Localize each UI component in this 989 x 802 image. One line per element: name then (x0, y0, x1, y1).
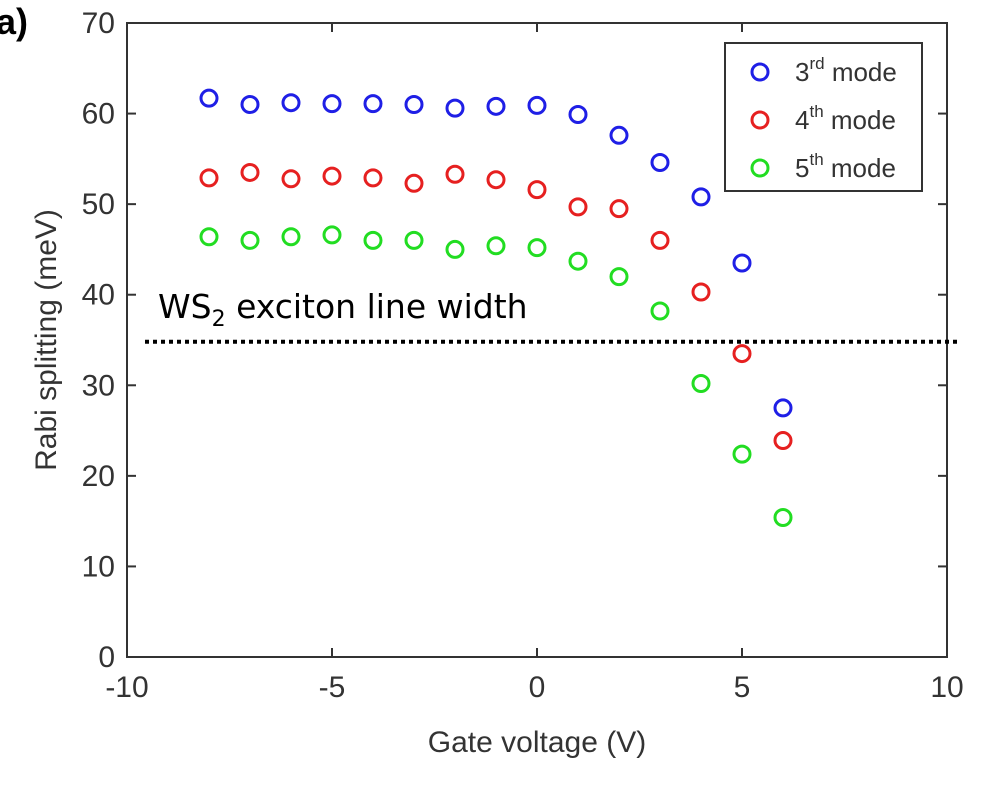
y-tick-label: 40 (82, 279, 115, 312)
data-point (240, 230, 260, 250)
data-point (199, 168, 219, 188)
legend-item: 3rd mode (750, 54, 897, 87)
y-tick-label: 50 (82, 188, 115, 221)
data-point (609, 125, 629, 145)
data-point (732, 344, 752, 364)
data-point (445, 239, 465, 259)
legend-item: 5th mode (750, 150, 896, 183)
data-point (281, 227, 301, 247)
legend-label: 3rd mode (795, 54, 897, 87)
x-tick-label: -10 (105, 671, 148, 704)
data-point (568, 104, 588, 124)
data-point (527, 95, 547, 115)
data-point (486, 236, 506, 256)
legend-label: 5th mode (795, 150, 896, 183)
legend-label-base: 5 (795, 153, 809, 183)
exciton-linewidth-label: WS2 exciton line width (158, 287, 528, 332)
x-tick-label: 5 (734, 671, 751, 704)
data-point (240, 162, 260, 182)
data-point (363, 230, 383, 250)
data-point (404, 173, 424, 193)
data-point (322, 225, 342, 245)
legend-label-rest: mode (824, 153, 896, 183)
panel-label: a) (0, 1, 28, 42)
series-5-points (199, 225, 793, 528)
data-points (199, 88, 793, 528)
data-point (363, 168, 383, 188)
data-point (404, 230, 424, 250)
data-point (322, 94, 342, 114)
y-tick-label: 0 (98, 641, 115, 674)
data-point (732, 253, 752, 273)
data-point (650, 301, 670, 321)
legend-label-sup: th (809, 150, 823, 169)
axis-ticks (126, 22, 948, 658)
legend-label-rest: mode (825, 57, 897, 87)
legend-label-base: 4 (795, 105, 809, 135)
y-axis-label: Rabi splitting (meV) (30, 209, 63, 471)
x-axis-label: Gate voltage (V) (428, 726, 646, 759)
legend-label-rest: mode (824, 105, 896, 135)
data-point (240, 95, 260, 115)
data-point (650, 230, 670, 250)
data-point (650, 152, 670, 172)
data-point (486, 170, 506, 190)
x-tick-labels: -10 -5 0 5 10 (105, 671, 963, 704)
legend-marker (750, 110, 770, 130)
data-point (773, 508, 793, 528)
y-tick-label: 30 (82, 369, 115, 402)
x-tick-label: -5 (319, 671, 346, 704)
data-point (199, 227, 219, 247)
legend-marker (750, 158, 770, 178)
y-tick-labels: 0 10 20 30 40 50 60 70 (82, 7, 115, 674)
legend-box (724, 42, 923, 192)
series-3-points (199, 88, 793, 418)
x-tick-label: 10 (930, 671, 963, 704)
data-point (486, 96, 506, 116)
data-point (527, 180, 547, 200)
data-point (773, 431, 793, 451)
data-point (322, 166, 342, 186)
data-point (609, 199, 629, 219)
data-point (281, 93, 301, 113)
data-point (568, 197, 588, 217)
annotation-rest: exciton line width (226, 287, 528, 326)
data-point (691, 187, 711, 207)
data-point (773, 398, 793, 418)
data-point (527, 238, 547, 258)
data-point (568, 251, 588, 271)
y-tick-label: 60 (82, 98, 115, 131)
legend-label-sup: rd (809, 54, 824, 73)
data-point (404, 95, 424, 115)
data-point (281, 169, 301, 189)
legend-marker (750, 62, 770, 82)
annotation-base: WS (158, 287, 212, 326)
x-tick-label: 0 (529, 671, 546, 704)
data-point (691, 282, 711, 302)
legend-label-base: 3 (795, 57, 809, 87)
data-point (732, 444, 752, 464)
data-point (691, 373, 711, 393)
data-point (445, 98, 465, 118)
legend-label: 4th mode (795, 102, 896, 135)
y-tick-label: 70 (82, 7, 115, 40)
y-tick-label: 10 (82, 550, 115, 583)
data-point (609, 267, 629, 287)
data-point (199, 88, 219, 108)
legend-item: 4th mode (750, 102, 896, 135)
legend-label-sup: th (809, 102, 823, 121)
data-point (363, 94, 383, 114)
y-tick-label: 20 (82, 460, 115, 493)
data-point (445, 164, 465, 184)
series-4-points (199, 162, 793, 451)
annotation-subscript: 2 (212, 307, 226, 332)
